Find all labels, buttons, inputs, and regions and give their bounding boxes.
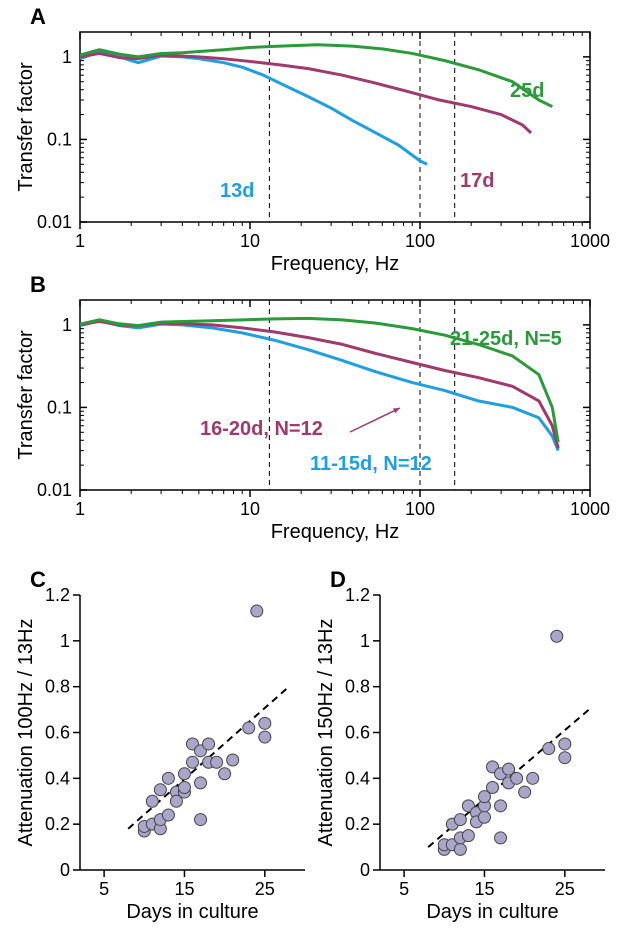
- series-label: 21-25d, N=5: [450, 328, 562, 350]
- scatter-point: [559, 752, 571, 764]
- scatter-point: [203, 738, 215, 750]
- scatter-point: [154, 784, 166, 796]
- scatter-point: [259, 731, 271, 743]
- xlabel: Days in culture: [426, 901, 558, 923]
- scatter-point: [178, 782, 190, 794]
- panel-letter: C: [30, 567, 46, 592]
- ytick-label: 0.01: [37, 480, 72, 500]
- ytick-label: 0.2: [45, 814, 70, 834]
- series-line: [80, 52, 427, 164]
- series-label: 16-20d, N=12: [200, 418, 323, 440]
- series-label: 11-15d, N=12: [310, 453, 432, 475]
- ytick-label: 0.1: [47, 397, 72, 417]
- ytick-label: 1: [62, 315, 72, 335]
- ytick-label: 0: [360, 860, 370, 880]
- ytick-label: 0: [60, 860, 70, 880]
- scatter-point: [543, 743, 555, 755]
- scatter-point: [195, 777, 207, 789]
- scatter-point: [454, 814, 466, 826]
- scatter-point: [195, 814, 207, 826]
- xtick-label: 25: [255, 879, 275, 899]
- plot-border: [80, 32, 590, 222]
- scatter-point: [454, 843, 466, 855]
- scatter-point: [187, 756, 199, 768]
- scatter-point: [495, 832, 507, 844]
- ytick-label: 0.8: [345, 677, 370, 697]
- series-label: 17d: [460, 170, 494, 192]
- series-label: 25d: [510, 80, 544, 102]
- scatter-point: [162, 809, 174, 821]
- xtick-label: 100: [405, 499, 435, 519]
- xtick-label: 5: [399, 879, 409, 899]
- scatter-point: [478, 811, 490, 823]
- xtick-label: 10: [240, 231, 260, 251]
- scatter-point: [551, 630, 563, 642]
- xtick-label: 1: [75, 499, 85, 519]
- ytick-label: 0.6: [345, 723, 370, 743]
- scatter-point: [519, 786, 531, 798]
- scatter-point: [259, 717, 271, 729]
- ytick-label: 1: [60, 631, 70, 651]
- scatter-point: [243, 722, 255, 734]
- label-arrow: [350, 408, 400, 432]
- scatter-point: [227, 754, 239, 766]
- scatter-point: [162, 772, 174, 784]
- ylabel: Attenuation 150Hz / 13Hz: [315, 619, 337, 847]
- ylabel: Transfer factor: [15, 62, 37, 192]
- ylabel: Attenuation 100Hz / 13Hz: [15, 619, 37, 847]
- ytick-label: 0.4: [45, 768, 70, 788]
- series-line: [80, 45, 552, 107]
- scatter-point: [178, 768, 190, 780]
- scatter-point: [146, 795, 158, 807]
- ytick-label: 0.2: [345, 814, 370, 834]
- scatter-point: [495, 800, 507, 812]
- series-label: 13d: [220, 180, 254, 202]
- scatter-point: [462, 830, 474, 842]
- scatter-point: [511, 772, 523, 784]
- xtick-label: 10: [240, 499, 260, 519]
- ytick-label: 0.8: [45, 677, 70, 697]
- scatter-point: [559, 738, 571, 750]
- scatter-point: [251, 605, 263, 617]
- scatter-point: [219, 768, 231, 780]
- ylabel: Transfer factor: [15, 330, 37, 460]
- xtick-label: 1: [75, 231, 85, 251]
- scatter-point: [527, 772, 539, 784]
- ytick-label: 0.4: [345, 768, 370, 788]
- panel-letter: B: [30, 272, 46, 297]
- xtick-label: 25: [555, 879, 575, 899]
- ytick-label: 1.2: [345, 585, 370, 605]
- ytick-label: 0.01: [37, 212, 72, 232]
- xtick-label: 100: [405, 231, 435, 251]
- panel-letter: A: [30, 4, 46, 29]
- ytick-label: 0.6: [45, 723, 70, 743]
- xtick-label: 5: [99, 879, 109, 899]
- xtick-label: 1000: [570, 499, 610, 519]
- xlabel: Frequency, Hz: [271, 521, 400, 543]
- panel-letter: D: [330, 567, 346, 592]
- scatter-point: [487, 782, 499, 794]
- xtick-label: 15: [174, 879, 194, 899]
- ytick-label: 0.1: [47, 129, 72, 149]
- xtick-label: 15: [474, 879, 494, 899]
- xlabel: Frequency, Hz: [271, 253, 400, 275]
- scatter-point: [211, 756, 223, 768]
- ytick-label: 1.2: [45, 585, 70, 605]
- ytick-label: 1: [360, 631, 370, 651]
- xlabel: Days in culture: [126, 901, 258, 923]
- xtick-label: 1000: [570, 231, 610, 251]
- ytick-label: 1: [62, 47, 72, 67]
